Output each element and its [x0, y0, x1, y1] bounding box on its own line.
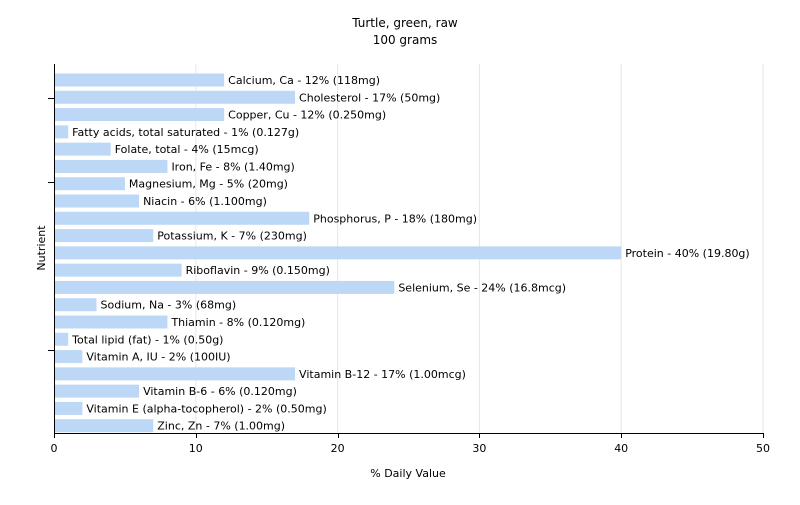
bar — [54, 332, 69, 346]
bar-label: Zinc, Zn - 7% (1.00mg) — [157, 420, 285, 433]
bar — [54, 350, 83, 364]
bar-label: Sodium, Na - 3% (68mg) — [101, 299, 237, 312]
bar — [54, 177, 125, 191]
bar — [54, 211, 310, 225]
bar — [54, 280, 395, 294]
bar — [54, 73, 225, 87]
bar-label: Folate, total - 4% (15mcg) — [115, 143, 259, 156]
bar-label: Vitamin A, IU - 2% (100IU) — [86, 351, 230, 364]
bar — [54, 90, 296, 104]
bar-label: Magnesium, Mg - 5% (20mg) — [129, 178, 288, 191]
bar — [54, 159, 168, 173]
bar-label: Selenium, Se - 24% (16.8mcg) — [398, 281, 566, 294]
bar — [54, 142, 111, 156]
bar — [54, 401, 83, 415]
bar — [54, 108, 225, 122]
bar-label: Phosphorus, P - 18% (180mg) — [313, 212, 477, 225]
bar — [54, 125, 69, 139]
x-tick-label: 30 — [472, 442, 486, 455]
bar — [54, 419, 154, 433]
x-axis-label: % Daily Value — [370, 467, 446, 480]
bar-label: Total lipid (fat) - 1% (0.50g) — [71, 333, 223, 346]
bar-label: Fatty acids, total saturated - 1% (0.127… — [72, 126, 299, 139]
bar-label: Vitamin E (alpha-tocopherol) - 2% (0.50m… — [86, 402, 326, 415]
bars: Calcium, Ca - 12% (118mg) Cholesterol - 1… — [54, 73, 750, 433]
bar-label: Calcium, Ca - 12% (118mg) — [228, 74, 380, 87]
y-axis-label: Nutrient — [35, 225, 48, 271]
x-tick-label: 0 — [51, 442, 58, 455]
bar-label: Protein - 40% (19.80g) — [625, 247, 750, 260]
bar — [54, 229, 154, 243]
axes: 0 10 20 30 40 50 — [48, 64, 770, 455]
chart-subtitle: 100 grams — [373, 33, 438, 47]
x-tick-label: 10 — [189, 442, 203, 455]
bar — [54, 246, 622, 260]
x-tick-label: 50 — [756, 442, 770, 455]
bar — [54, 194, 140, 208]
bar — [54, 384, 140, 398]
bar — [54, 315, 168, 329]
bar — [54, 298, 97, 312]
bar-label: Iron, Fe - 8% (1.40mg) — [171, 160, 294, 173]
chart-title: Turtle, green, raw — [351, 16, 458, 30]
bar-label: Thiamin - 8% (0.120mg) — [170, 316, 305, 329]
bar-label: Cholesterol - 17% (50mg) — [299, 91, 440, 104]
x-tick-label: 20 — [331, 442, 345, 455]
bar-label: Niacin - 6% (1.100mg) — [143, 195, 267, 208]
bar-label: Copper, Cu - 12% (0.250mg) — [228, 109, 386, 122]
bar-label: Potassium, K - 7% (230mg) — [157, 230, 307, 243]
bar-label: Riboflavin - 9% (0.150mg) — [186, 264, 330, 277]
bar — [54, 263, 182, 277]
bar-label: Vitamin B-12 - 17% (1.00mcg) — [299, 368, 466, 381]
x-tick-label: 40 — [614, 442, 628, 455]
bar — [54, 367, 296, 381]
bar-label: Vitamin B-6 - 6% (0.120mg) — [143, 385, 297, 398]
